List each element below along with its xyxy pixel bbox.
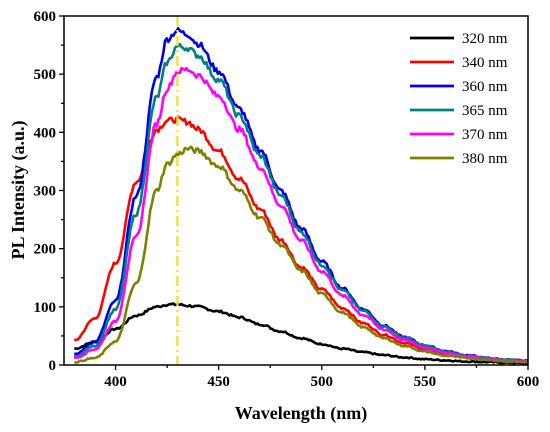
legend-label: 360 nm xyxy=(462,79,508,95)
y-tick-label: 600 xyxy=(34,9,57,25)
x-tick-label: 500 xyxy=(311,374,334,390)
legend-label: 380 nm xyxy=(462,151,508,167)
x-tick-label: 600 xyxy=(517,374,540,390)
y-axis-title: PL Intensity (a.u.) xyxy=(8,120,29,259)
axis-layer: 400 450 500 550 600 0 100 200 300 400 500 600 xyxy=(34,9,540,390)
legend: 320 nm 340 nm 360 nm 365 nm 370 nm 380 nm xyxy=(410,31,508,167)
legend-label: 320 nm xyxy=(462,31,508,47)
series-line-370-nm xyxy=(73,66,529,364)
y-tick-label: 0 xyxy=(49,358,57,374)
x-tick-label: 450 xyxy=(207,374,230,390)
series-line-320-nm xyxy=(74,302,529,365)
y-tick-label: 500 xyxy=(34,67,57,83)
y-tick-label: 100 xyxy=(34,300,57,316)
series-line-380-nm xyxy=(74,145,529,364)
legend-label: 340 nm xyxy=(462,55,508,71)
x-tick-label: 550 xyxy=(414,374,437,390)
x-tick-label: 400 xyxy=(104,374,127,390)
y-tick-label: 400 xyxy=(34,125,57,141)
legend-label: 365 nm xyxy=(462,103,508,119)
y-tick-label: 200 xyxy=(34,242,57,258)
y-tick-label: 300 xyxy=(34,184,57,200)
x-axis-title: Wavelength (nm) xyxy=(235,403,368,424)
legend-label: 370 nm xyxy=(462,127,508,143)
data-layer xyxy=(73,27,529,365)
